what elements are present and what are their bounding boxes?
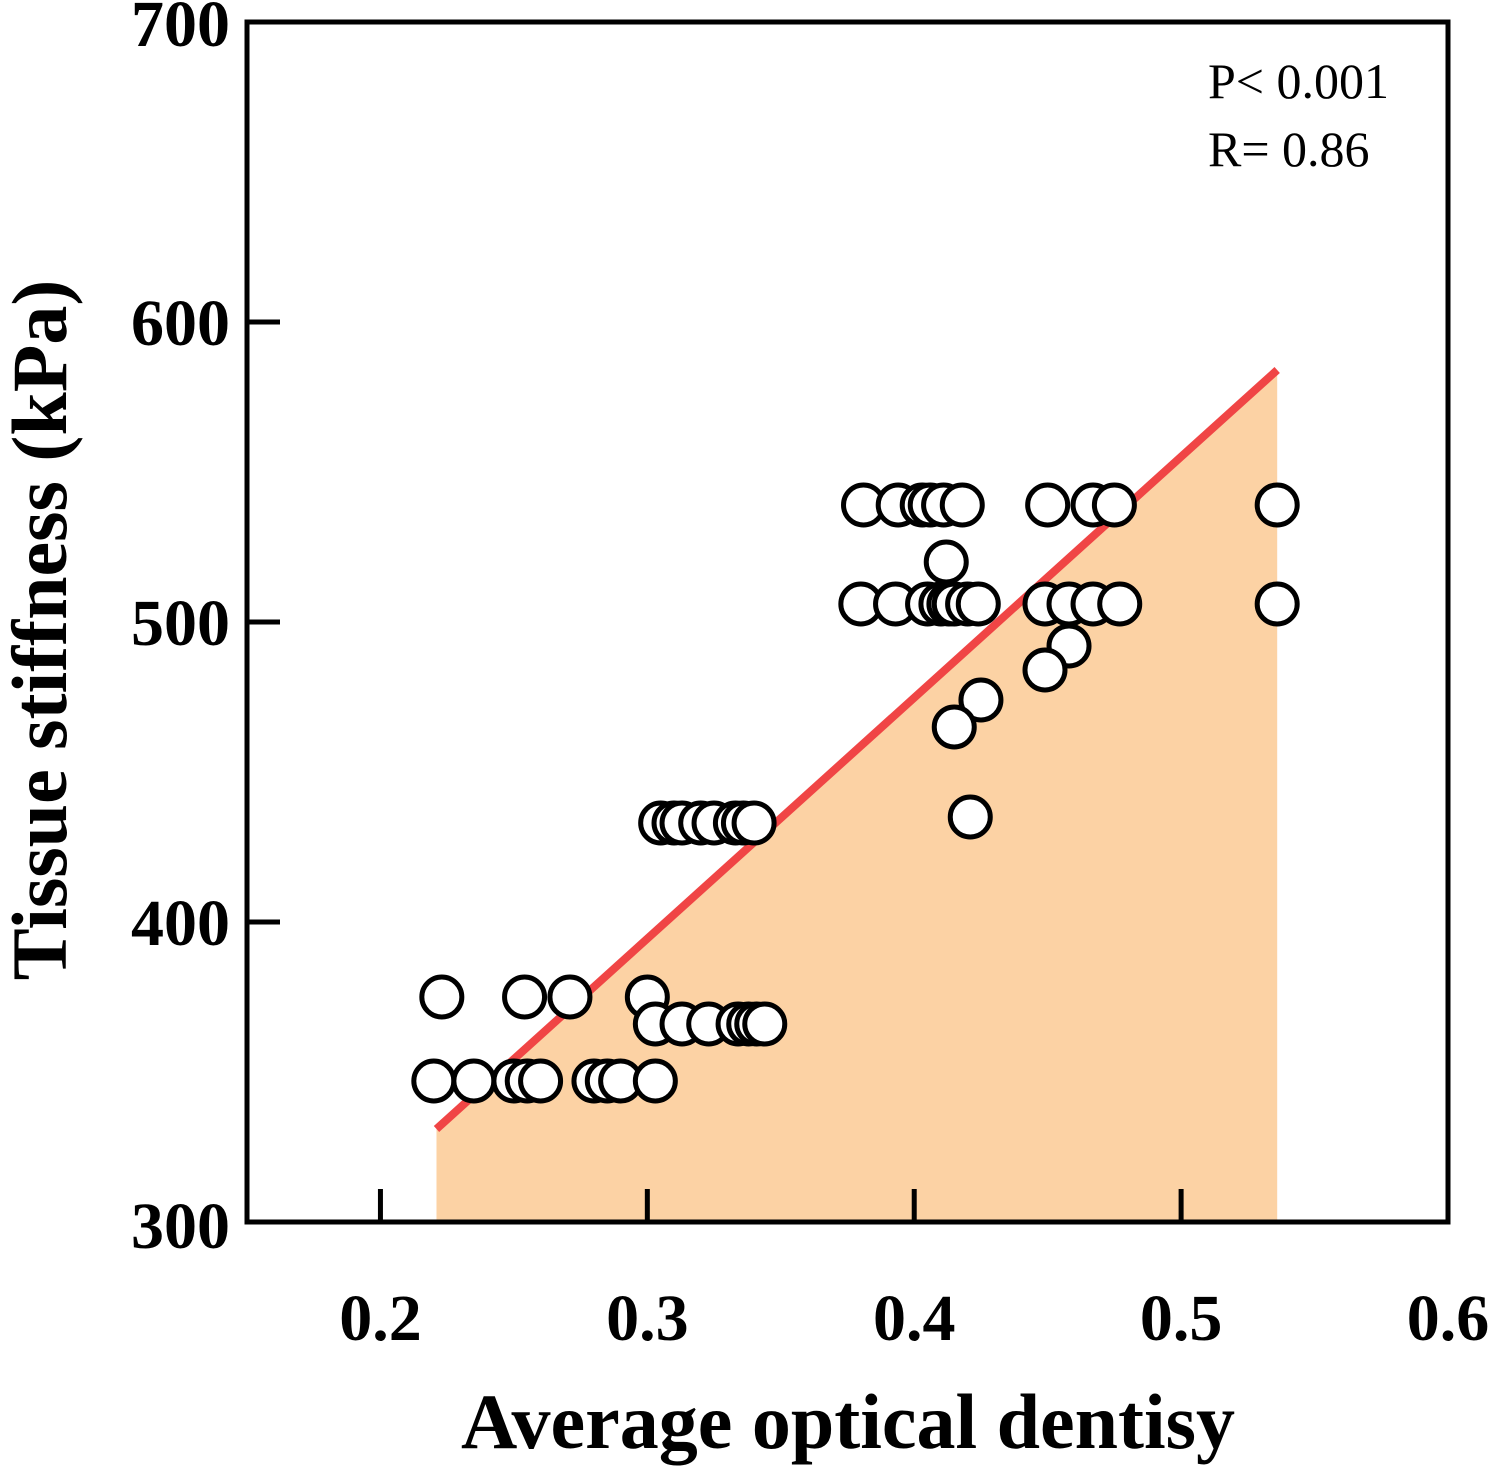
y-tick-label: 500 <box>131 587 230 660</box>
x-tick-label: 0.3 <box>606 1282 689 1355</box>
data-point <box>939 482 985 528</box>
p-value-text: P< 0.001 <box>1208 53 1389 109</box>
data-point <box>411 1058 457 1104</box>
x-tick-label: 0.4 <box>873 1282 956 1355</box>
data-point <box>502 974 548 1020</box>
data-point <box>958 677 1004 723</box>
data-point <box>1097 581 1143 627</box>
y-tick-label: 700 <box>131 0 230 61</box>
data-point <box>931 704 977 750</box>
data-point <box>923 539 969 585</box>
x-tick-label: 0.2 <box>339 1282 422 1355</box>
statistics-annotation: P< 0.001 R= 0.86 <box>1208 53 1389 177</box>
data-point <box>1025 482 1071 528</box>
y-tick-label: 400 <box>131 887 230 960</box>
y-tick-label: 600 <box>131 287 230 360</box>
x-axis-title: Average optical dentisy <box>461 1378 1235 1465</box>
data-point <box>742 1001 788 1047</box>
data-point <box>947 794 993 840</box>
y-axis-title: Tissue stiffness (kPa) <box>0 280 83 981</box>
data-point <box>451 1058 497 1104</box>
data-point <box>1022 647 1068 693</box>
x-tick-label: 0.5 <box>1140 1282 1223 1355</box>
r-value-text: R= 0.86 <box>1208 121 1370 177</box>
data-point <box>632 1058 678 1104</box>
data-point <box>419 974 465 1020</box>
y-tick-label: 300 <box>131 1190 230 1263</box>
data-point <box>731 800 777 846</box>
data-point <box>1254 482 1300 528</box>
data-point <box>955 581 1001 627</box>
data-point <box>518 1058 564 1104</box>
data-point <box>547 974 593 1020</box>
data-point <box>1254 581 1300 627</box>
x-tick-label: 0.6 <box>1407 1282 1490 1355</box>
data-point <box>1091 482 1137 528</box>
